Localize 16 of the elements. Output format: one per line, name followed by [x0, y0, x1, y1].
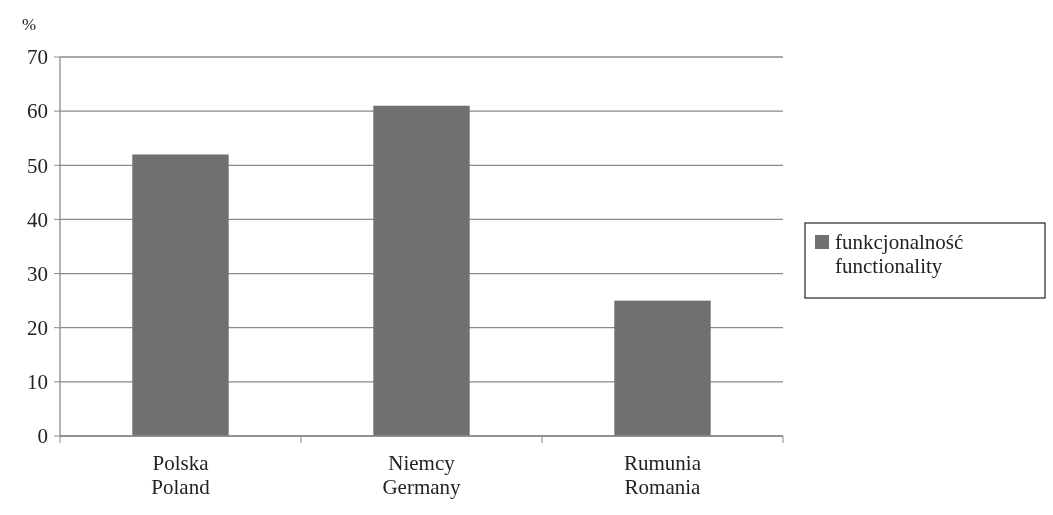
y-tick-label: 30: [27, 261, 48, 286]
y-tick-label: 20: [27, 316, 48, 341]
y-tick-label: 0: [37, 424, 48, 449]
y-tick-label: 50: [27, 153, 48, 178]
legend-label: funkcjonalność functionality: [835, 230, 964, 278]
y-tick-label: 60: [27, 99, 48, 124]
y-tick-label: 70: [27, 45, 48, 70]
bar: [132, 154, 229, 436]
y-tick-label: 10: [27, 370, 48, 395]
y-axis-title: %: [22, 15, 37, 34]
y-tick-label: 40: [27, 207, 48, 232]
bar: [614, 300, 711, 436]
x-tick-label: Polska Poland: [151, 451, 211, 499]
x-tick-label: Rumunia Romania: [624, 451, 702, 499]
x-tick-label: Niemcy Germany: [382, 451, 462, 499]
bar: [373, 105, 470, 436]
